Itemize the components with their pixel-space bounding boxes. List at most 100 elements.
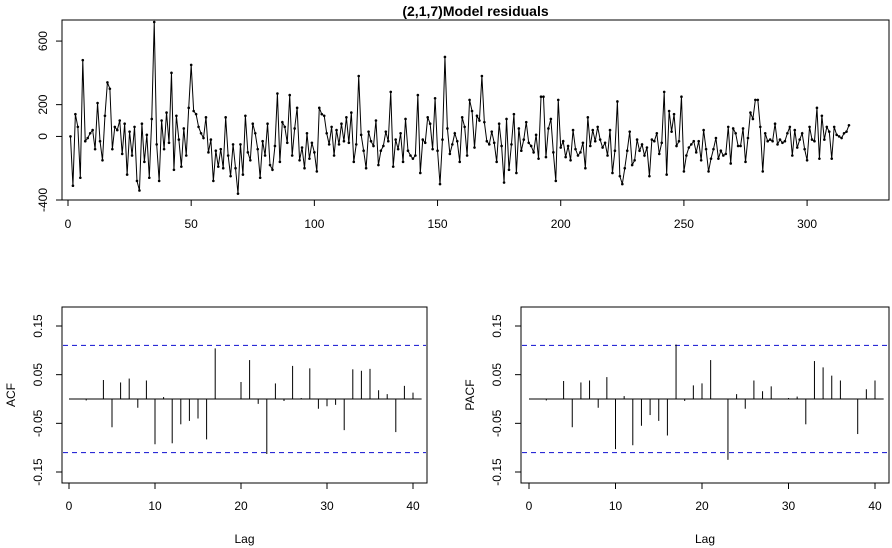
- residuals-point: [414, 154, 417, 157]
- residuals-point: [379, 149, 383, 153]
- residuals-point: [123, 122, 126, 126]
- acf-axes: 0 10 20 30 40 -0.15 -0.05 0.05 0.15: [31, 314, 420, 513]
- residuals-point: [579, 151, 582, 154]
- residuals-point: [433, 96, 437, 100]
- residuals-point: [458, 160, 462, 164]
- residuals-point: [475, 114, 479, 118]
- residuals-point: [83, 139, 87, 143]
- acf-y-tick-label: -0.05: [31, 409, 45, 437]
- residuals-point: [739, 144, 742, 148]
- residuals-point: [209, 138, 213, 141]
- residuals-point: [569, 158, 572, 162]
- residuals-point: [677, 139, 681, 143]
- residuals-point: [221, 166, 225, 170]
- residuals-point: [544, 155, 548, 159]
- residuals-x-tick-label: 50: [185, 217, 199, 231]
- residuals-point: [148, 176, 151, 180]
- residuals-point: [556, 98, 560, 102]
- pacf-y-tick-label: -0.15: [490, 458, 504, 486]
- residuals-point: [391, 165, 395, 168]
- residuals-point: [401, 160, 405, 164]
- residuals-point: [113, 125, 117, 129]
- residuals-point: [497, 122, 501, 126]
- residuals-point: [847, 124, 851, 127]
- pacf-y-tick-label: 0.05: [490, 363, 504, 387]
- residuals-point: [645, 146, 649, 149]
- residuals-point: [76, 125, 80, 129]
- residuals-point: [736, 144, 740, 148]
- residuals-point: [611, 171, 614, 175]
- residuals-point: [111, 147, 114, 151]
- residuals-point: [835, 133, 838, 137]
- acf-x-tick-label: 10: [148, 499, 162, 513]
- residuals-point: [465, 154, 469, 157]
- residuals-point: [586, 116, 590, 119]
- residuals-point: [118, 119, 122, 122]
- residuals-point: [766, 139, 769, 143]
- residuals-point: [598, 138, 602, 141]
- residuals-y-tick-label: 600: [36, 31, 50, 51]
- pacf-x-axis-label: Lag: [695, 532, 715, 546]
- residuals-point: [717, 157, 720, 160]
- residuals-point: [202, 136, 205, 140]
- residuals-point: [581, 141, 585, 145]
- pacf-x-tick-label: 20: [695, 499, 709, 513]
- residuals-point: [441, 138, 444, 141]
- residuals-point: [571, 128, 575, 132]
- pacf-y-tick-label: 0.15: [490, 314, 504, 338]
- residuals-x-axis: 0 50 100 150 200 250 300: [65, 200, 817, 231]
- residuals-point: [463, 125, 466, 129]
- residuals-point: [532, 151, 535, 154]
- residuals-point: [795, 146, 799, 149]
- residuals-point: [135, 179, 139, 183]
- residuals-point: [537, 157, 540, 160]
- residuals-point: [798, 138, 801, 141]
- residuals-point: [197, 125, 200, 129]
- residuals-point: [522, 138, 526, 141]
- residuals-point: [837, 135, 841, 138]
- residuals-point: [266, 122, 269, 126]
- residuals-x-tick-label: 300: [797, 217, 817, 231]
- residuals-point: [625, 149, 629, 153]
- residuals-point: [167, 141, 171, 145]
- pacf-plot-frame: [520, 306, 890, 484]
- residuals-point: [487, 143, 491, 146]
- residuals-point: [515, 171, 518, 175]
- residuals-point: [342, 139, 346, 143]
- residuals-point: [436, 149, 439, 153]
- acf-panel: Lag ACF 0 10 20 30 40 -0.15 -0.05 0.05 0.15: [4, 306, 428, 546]
- residuals-point: [367, 130, 370, 133]
- residuals-point: [709, 157, 713, 160]
- residuals-point: [268, 163, 272, 167]
- residuals-point: [675, 144, 678, 148]
- residuals-point: [443, 55, 447, 59]
- residuals-point: [180, 165, 183, 168]
- residuals-point: [621, 182, 624, 186]
- residuals-point: [788, 125, 792, 129]
- residuals-point: [106, 81, 109, 84]
- residuals-point: [665, 173, 668, 176]
- residuals-point: [754, 98, 757, 102]
- residuals-point: [103, 114, 107, 118]
- residuals-point: [593, 139, 597, 143]
- residuals-y-tick-label: 0: [36, 133, 50, 140]
- residuals-point: [751, 117, 755, 121]
- residuals-point: [460, 116, 464, 119]
- residuals-point: [566, 144, 570, 148]
- residuals-point: [813, 139, 816, 143]
- residuals-point: [382, 144, 385, 148]
- residuals-point: [635, 138, 639, 141]
- acf-y-tick-label: -0.15: [31, 458, 45, 486]
- residuals-point: [290, 154, 294, 157]
- residuals-point: [246, 151, 250, 154]
- residuals-point: [505, 117, 508, 121]
- residuals-point: [608, 128, 612, 132]
- residuals-point: [455, 139, 459, 143]
- residuals-point: [771, 139, 774, 143]
- residuals-point: [271, 168, 274, 172]
- residuals-point: [298, 158, 301, 162]
- residuals-point: [192, 109, 195, 113]
- residuals-point: [330, 125, 333, 129]
- residuals-point: [170, 71, 173, 75]
